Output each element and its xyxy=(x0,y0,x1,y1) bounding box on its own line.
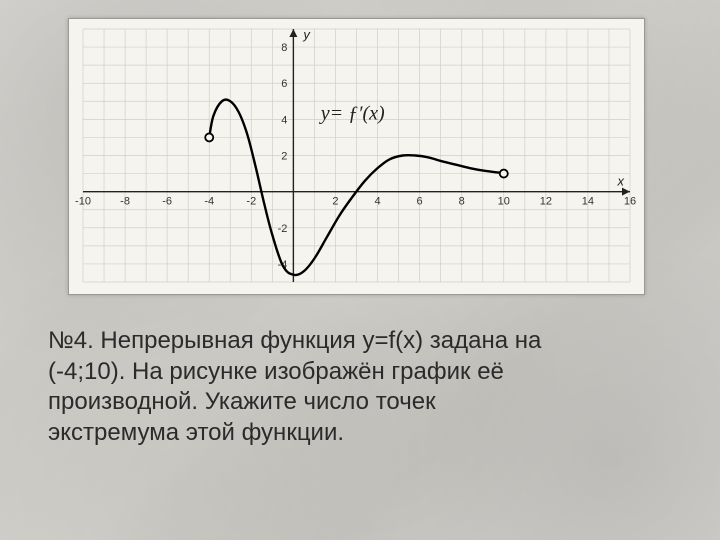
x-tick-label: 10 xyxy=(498,196,510,208)
y-tick-label: 4 xyxy=(281,114,287,126)
x-tick-label: 6 xyxy=(417,196,423,208)
problem-statement: №4. Непрерывная функция y=f(x) задана на… xyxy=(48,326,658,449)
y-tick-label: -2 xyxy=(278,223,288,235)
x-tick-label: 14 xyxy=(582,196,594,208)
x-tick-label: 2 xyxy=(332,196,338,208)
x-tick-label: 12 xyxy=(540,196,552,208)
caption-line-1: №4. Непрерывная функция y=f(x) задана на xyxy=(48,327,541,354)
y-tick-label: 2 xyxy=(281,151,287,163)
derivative-chart: -10-8-6-4-2246810121416-4-22468 y= ƒ′(x)… xyxy=(68,18,645,295)
x-tick-label: -8 xyxy=(120,196,130,208)
y-tick-label: 8 xyxy=(281,42,287,54)
chart-svg: -10-8-6-4-2246810121416-4-22468 y= ƒ′(x)… xyxy=(69,19,644,294)
x-tick-label: -6 xyxy=(162,196,172,208)
slide-background: -10-8-6-4-2246810121416-4-22468 y= ƒ′(x)… xyxy=(0,0,720,540)
y-tick-label: 6 xyxy=(281,78,287,90)
x-tick-label: 8 xyxy=(459,196,465,208)
caption-line-2: (-4;10). На рисунке изображён график её xyxy=(48,358,504,385)
x-tick-label: -10 xyxy=(75,196,91,208)
x-tick-label: 16 xyxy=(624,196,636,208)
caption-line-4: экстремума этой функции. xyxy=(48,419,344,446)
x-tick-label: 4 xyxy=(374,196,380,208)
caption-line-3: производной. Укажите число точек xyxy=(48,388,436,415)
x-tick-label: -2 xyxy=(246,196,256,208)
inner-function-label: y= ƒ′(x) xyxy=(319,102,385,124)
x-tick-label: -4 xyxy=(204,196,214,208)
x-axis-name: x xyxy=(617,174,625,189)
